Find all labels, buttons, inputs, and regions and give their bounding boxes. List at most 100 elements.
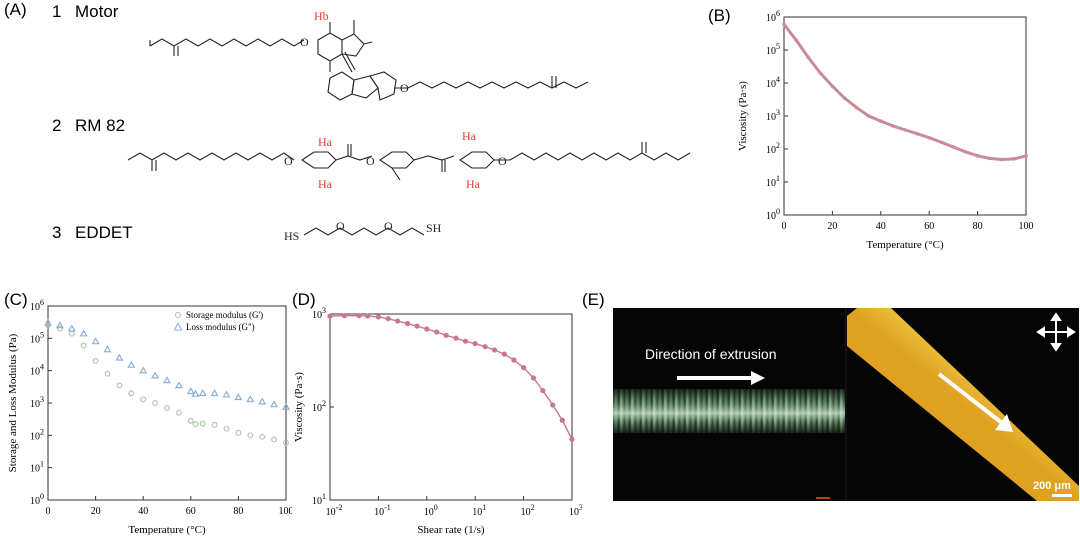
motor-o-1: O xyxy=(300,35,309,49)
shear-viscosity-point xyxy=(501,351,507,357)
shear-viscosity-point xyxy=(491,347,498,353)
x-tick-label: 40 xyxy=(876,221,886,232)
plot-frame xyxy=(47,305,287,501)
chemical-structures: Hb O O Ha Ha Ha Ha O O O HS O O SH xyxy=(127,9,691,243)
storage-modulus-point xyxy=(271,436,278,443)
eddet-sh: SH xyxy=(426,221,442,235)
loss-modulus-point xyxy=(67,324,76,332)
loss-modulus-point xyxy=(222,390,231,398)
y-axis-label: Viscosity (Pa·s) xyxy=(293,372,305,442)
y-tick-label: 105 xyxy=(30,330,44,345)
y-tick-label: 103 xyxy=(30,395,44,410)
storage-modulus-point xyxy=(175,409,182,416)
panel-b-label: (B) xyxy=(708,6,731,25)
x-tick-label: 60 xyxy=(186,506,196,517)
loss-modulus-point xyxy=(139,366,148,374)
x-tick-label: 102 xyxy=(521,503,535,518)
motor-fluorene-left xyxy=(327,71,355,101)
eddet-o-2: O xyxy=(384,219,393,233)
chart-d: Shear rate (1/s) Viscosity (Pa·s) 10-2 10-1… xyxy=(293,306,582,535)
shear-viscosity-point xyxy=(530,375,537,381)
motor-o-2: O xyxy=(400,81,409,95)
shear-viscosity-point xyxy=(385,316,391,322)
panel-c-label: (C) xyxy=(4,290,28,309)
shear-viscosity-point xyxy=(434,329,440,335)
viscosity-point xyxy=(854,105,859,110)
hb-label: Hb xyxy=(314,9,329,23)
storage-modulus-point xyxy=(247,432,254,439)
shear-viscosity-point xyxy=(365,313,371,319)
loss-modulus-point xyxy=(198,389,207,397)
motor-right-chain xyxy=(394,81,589,89)
loss-modulus-point xyxy=(191,389,200,397)
x-axis-label: Temperature (°C) xyxy=(866,239,944,251)
shear-viscosity-point xyxy=(559,417,565,423)
viscosity-point xyxy=(806,55,810,60)
motor-upper-ring xyxy=(317,32,343,62)
storage-modulus-point xyxy=(104,370,111,377)
shear-viscosity-point xyxy=(521,365,527,371)
eddet-o-1: O xyxy=(336,219,345,233)
loss-modulus-point xyxy=(246,395,255,403)
y-tick-label: 106 xyxy=(30,298,44,313)
x-tick-label: 80 xyxy=(973,221,983,232)
storage-modulus-point xyxy=(223,425,230,432)
x-tick-label: 80 xyxy=(233,506,243,517)
y-axis-label: Storage and Loss Modulus (Pa) xyxy=(7,333,19,472)
direction-text: Direction of extrusion xyxy=(645,346,777,362)
y-axis-label: Viscosity (Pa·s) xyxy=(737,81,749,151)
loss-modulus-point xyxy=(127,360,136,368)
viscosity-point xyxy=(879,119,883,123)
y-tick-label: 104 xyxy=(30,363,44,378)
x-tick-label: 20 xyxy=(91,506,101,517)
x-tick-label: 20 xyxy=(827,221,837,232)
viscosity-point xyxy=(818,71,823,75)
shear-viscosity-point xyxy=(540,388,546,394)
shear-viscosity-point xyxy=(424,326,430,332)
x-tick-label: 0 xyxy=(782,221,787,232)
shear-viscosity-point xyxy=(462,338,469,344)
y-tick-label: 103 xyxy=(312,306,326,321)
loss-modulus-point xyxy=(162,376,172,384)
scale-bar-label: 200 μm xyxy=(1033,480,1071,492)
compound-3-name: EDDET xyxy=(75,223,133,242)
shear-viscosity-point xyxy=(327,313,333,319)
shear-viscosity-point xyxy=(443,332,449,338)
left-scale-mark xyxy=(816,497,830,499)
loss-modulus-point xyxy=(234,393,243,401)
y-tick-label: 103 xyxy=(766,108,780,123)
viscosity-point xyxy=(1024,154,1028,158)
loss-modulus-point xyxy=(281,402,291,410)
loss-modulus-point xyxy=(43,318,53,326)
viscosity-point xyxy=(1012,157,1016,161)
shear-viscosity-point xyxy=(375,314,381,320)
shear-viscosity-point xyxy=(356,313,362,319)
extruded-filament xyxy=(613,389,845,433)
y-tick-label: 101 xyxy=(766,174,780,189)
storage-modulus-point xyxy=(199,420,206,427)
viscosity-point xyxy=(903,128,907,132)
shear-viscosity-point xyxy=(482,344,488,350)
viscosity-line xyxy=(782,23,1027,162)
compound-3-number: 3 xyxy=(52,223,62,242)
loss-modulus-point xyxy=(103,345,112,353)
plot-frame xyxy=(329,313,573,501)
viscosity-point xyxy=(842,96,847,100)
storage-modulus-point xyxy=(164,405,171,412)
storage-modulus-point xyxy=(192,421,199,428)
viscosity-point xyxy=(1000,157,1004,162)
x-tick-label: 100 xyxy=(1019,221,1034,232)
motor-chain xyxy=(149,38,305,47)
x-axis-label: Temperature (°C) xyxy=(128,524,206,535)
loss-modulus-point xyxy=(186,387,195,395)
viscosity-point xyxy=(987,156,992,161)
ha-label-4: Ha xyxy=(466,177,481,191)
x-tick-label: 103 xyxy=(569,503,582,518)
x-tick-label: 101 xyxy=(472,503,486,518)
storage-modulus-point xyxy=(211,421,218,428)
y-tick-label: 102 xyxy=(30,427,44,442)
storage-modulus-point xyxy=(235,429,242,436)
chart-b: Temperature (°C) Viscosity (Pa·s) 0 20 40 60 8… xyxy=(737,9,1034,251)
storage-modulus-point xyxy=(116,382,123,389)
y-tick-label: 100 xyxy=(766,207,780,222)
